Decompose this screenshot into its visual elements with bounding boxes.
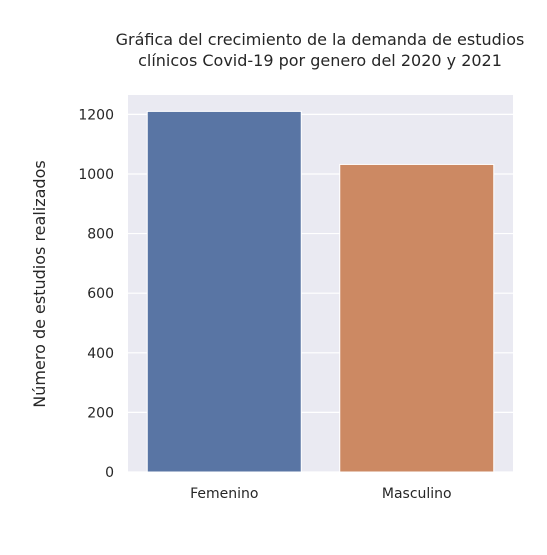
- y-tick-label: 0: [105, 465, 114, 481]
- chart-title-line-1: Gráfica del crecimiento de la demanda de…: [116, 30, 525, 49]
- y-tick-label: 600: [87, 286, 114, 302]
- y-tick-label: 800: [87, 227, 114, 243]
- chart-title-line-2: clínicos Covid-19 por genero del 2020 y …: [138, 51, 502, 70]
- bar-femenino: [146, 110, 302, 473]
- y-tick-label: 1000: [78, 167, 114, 183]
- bar-masculino: [339, 163, 495, 473]
- x-tick-label-femenino: Femenino: [190, 486, 258, 502]
- y-axis-label: Número de estudios realizados: [30, 160, 49, 407]
- y-tick-label: 400: [87, 346, 114, 362]
- bars: [146, 110, 495, 473]
- y-tick-labels: 0 200 400 600 800 1000 1200: [78, 107, 114, 481]
- y-tick-label: 1200: [78, 107, 114, 123]
- x-tick-labels: Femenino Masculino: [190, 486, 452, 502]
- x-tick-label-masculino: Masculino: [382, 486, 452, 502]
- y-tick-label: 200: [87, 405, 114, 421]
